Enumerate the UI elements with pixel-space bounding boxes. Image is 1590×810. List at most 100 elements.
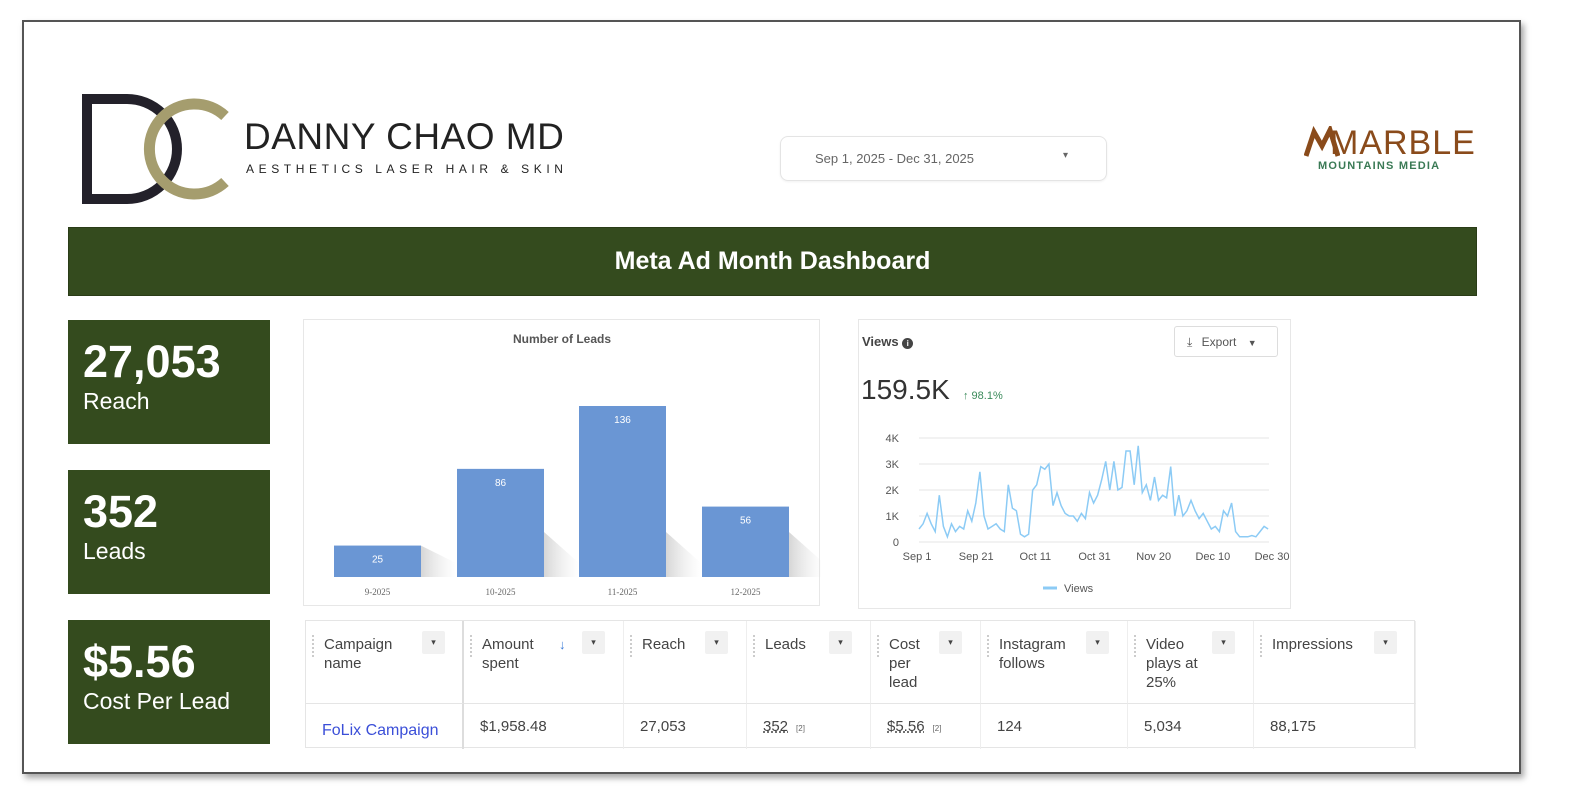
caret-down-icon: ▼	[1247, 338, 1257, 348]
bar-9-2025[interactable]	[334, 545, 421, 577]
column-menu-button[interactable]: ▾	[829, 631, 852, 654]
column-header-amount-spent[interactable]: Amount spent ↓ ▾	[464, 621, 624, 703]
x-tick-label: 10-2025	[486, 587, 516, 597]
drag-handle[interactable]	[877, 635, 879, 657]
views-change: ↑ 98.1%	[963, 390, 1003, 402]
views-series-line[interactable]	[918, 445, 1269, 540]
brand-name: DANNY CHAO MD	[244, 116, 565, 157]
views-line-chart: 0 1K 2K 3K 4K Sep 1 Sep 21 Oct 11 Oct 31 Nov 20 De…	[886, 433, 1290, 595]
column-label: Amount spent	[482, 636, 534, 672]
drag-handle[interactable]	[312, 635, 314, 657]
column-header-instagram-follows[interactable]: Instagram follows ▾	[981, 621, 1128, 703]
date-range-value: Sep 1, 2025 - Dec 31, 2025	[815, 151, 975, 166]
bar-value-label: 136	[614, 415, 631, 426]
y-tick-label: 3K	[886, 459, 900, 471]
footnote-marker: [2]	[932, 724, 942, 733]
table-cell: FoLix Campaign	[306, 703, 464, 749]
column-header-leads[interactable]: Leads ▾	[747, 621, 871, 703]
kpi-value: $5.56	[83, 636, 196, 687]
dc-monogram-logo	[82, 94, 229, 204]
cell-ig: 124	[997, 718, 1023, 735]
column-menu-button[interactable]: ▾	[422, 631, 445, 654]
bar-11-2025[interactable]	[579, 406, 666, 577]
x-tick-label: 12-2025	[731, 587, 761, 597]
x-tick-label: 9-2025	[365, 587, 391, 597]
column-menu-button[interactable]: ▾	[582, 631, 605, 654]
cell-reach: 27,053	[640, 718, 686, 735]
x-tick-label: Nov 20	[1136, 551, 1171, 563]
kpi-reach: 27,053 Reach	[68, 320, 270, 444]
legend-label: Views	[1064, 583, 1094, 595]
column-label: Reach	[642, 636, 686, 653]
kpi-value: 27,053	[83, 336, 221, 387]
column-header-cost-per-lead[interactable]: Cost per lead ▾	[871, 621, 981, 703]
kpi-leads: 352 Leads	[68, 470, 270, 594]
column-menu-button[interactable]: ▾	[1374, 631, 1397, 654]
table-cell: 5,034	[1128, 703, 1254, 749]
cell-amount: $1,958.48	[480, 718, 547, 735]
kpi-label: Reach	[83, 388, 150, 414]
drag-handle[interactable]	[753, 635, 755, 657]
column-header-video-plays-at-25-[interactable]: Video plays at 25% ▾	[1128, 621, 1254, 703]
column-label: Impressions	[1272, 636, 1353, 653]
kpi-cost-per-lead: $5.56 Cost Per Lead	[68, 620, 270, 744]
x-tick-label: Dec 10	[1195, 551, 1230, 563]
y-tick-label: 2K	[886, 485, 900, 497]
cell-impressions: 88,175	[1270, 718, 1316, 735]
download-icon: ⤓	[1187, 335, 1193, 349]
column-label: Campaign name	[324, 636, 393, 672]
views-title: Views i	[862, 334, 914, 349]
dashboard-title-banner: Meta Ad Month Dashboard	[68, 227, 1477, 296]
export-button[interactable]: ⤓ Export ▼	[1174, 326, 1278, 357]
kpi-label: Leads	[83, 538, 146, 564]
table-cell: 124	[981, 703, 1128, 749]
views-total: 159.5K	[861, 374, 950, 405]
export-label: Export	[1201, 335, 1237, 349]
cell-cpl[interactable]: $5.56	[887, 718, 925, 735]
column-label: Video plays at 25%	[1146, 636, 1198, 691]
cell-leads[interactable]: 352	[763, 718, 789, 735]
logo-text-mountains-media: MOUNTAINS MEDIA	[1318, 160, 1441, 172]
logo-text-marble: MARBLE	[1330, 124, 1476, 162]
footnote-marker: [2]	[796, 724, 805, 733]
y-tick-label: 0	[893, 537, 899, 549]
drag-handle[interactable]	[987, 635, 989, 657]
x-tick-label: Sep 21	[959, 551, 994, 563]
date-range-picker[interactable]: Sep 1, 2025 - Dec 31, 2025 ▾	[780, 136, 1107, 181]
info-icon[interactable]: i	[902, 338, 914, 349]
campaign-table: Campaign name ▾ FoLix Campaign Amount spent…	[305, 620, 1416, 749]
leads-bar-chart: Number of Leads 25 9-2025 86 10-2025 136 11-2…	[334, 332, 824, 597]
leads-chart-panel: Number of Leads 25 9-2025 86 10-2025 136 11-2…	[303, 319, 824, 606]
bar-10-2025[interactable]	[457, 468, 544, 577]
marble-mountains-media-logo: MARBLE MOUNTAINS MEDIA	[1300, 124, 1475, 180]
x-tick-label: Sep 1	[903, 551, 932, 563]
drag-handle[interactable]	[470, 635, 472, 657]
drag-handle[interactable]	[630, 635, 632, 657]
campaign-link[interactable]: FoLix Campaign	[322, 722, 439, 739]
table-cell: $5.56 [2]	[871, 703, 981, 749]
column-header-reach[interactable]: Reach ▾	[624, 621, 747, 703]
x-tick-label: Oct 11	[1020, 551, 1052, 563]
column-menu-button[interactable]: ▾	[1086, 631, 1109, 654]
bar-shadow	[666, 532, 701, 577]
column-header-campaign-name[interactable]: Campaign name ▾	[306, 621, 464, 703]
column-label: Instagram follows	[999, 636, 1066, 672]
drag-handle[interactable]	[1260, 635, 1262, 657]
bar-shadow	[421, 545, 456, 577]
column-label: Leads	[765, 636, 806, 653]
drag-handle[interactable]	[1134, 635, 1136, 657]
bar-shadow	[789, 532, 824, 577]
kpi-label: Cost Per Lead	[83, 688, 231, 714]
column-menu-button[interactable]: ▾	[939, 631, 962, 654]
bar-value-label: 25	[372, 555, 384, 566]
bar-12-2025[interactable]	[702, 506, 789, 577]
table-cell: 88,175	[1254, 703, 1416, 749]
x-tick-label: Dec 30	[1255, 551, 1290, 563]
chart-title: Number of Leads	[513, 332, 611, 346]
column-menu-button[interactable]: ▾	[705, 631, 728, 654]
bar-value-label: 86	[495, 478, 507, 489]
column-header-impressions[interactable]: Impressions ▾	[1254, 621, 1416, 703]
sort-desc-icon[interactable]: ↓	[559, 637, 566, 652]
column-menu-button[interactable]: ▾	[1212, 631, 1235, 654]
bar-value-label: 56	[740, 516, 752, 527]
